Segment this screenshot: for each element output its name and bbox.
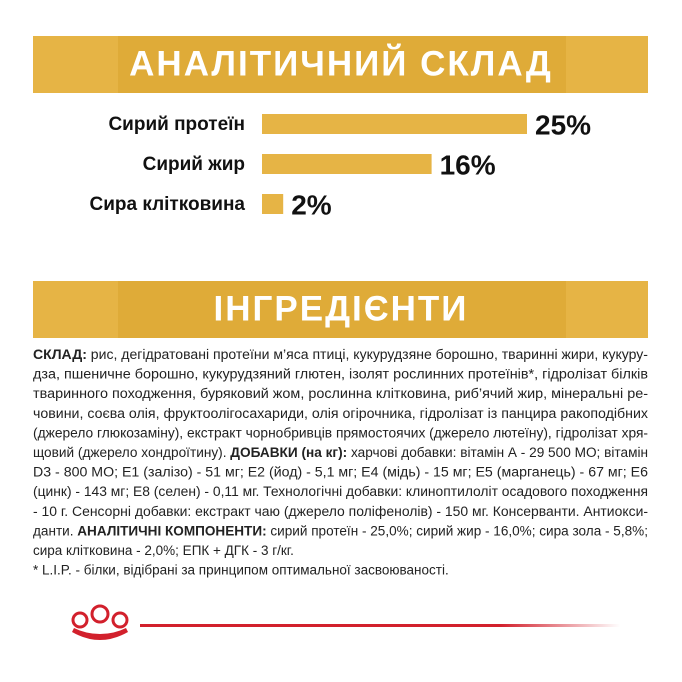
text-run: рис, дегідратовані протеїни м’яса птиці,… [87, 347, 648, 362]
text-run: харчові добавки: вітамін А - 29 500 МО; … [347, 445, 648, 460]
text-run: (цинк) - 143 мг; Е8 (селен) - 0,11 мг. Т… [33, 484, 648, 499]
text-line: човини, соєва олія, фруктоолігосахариди,… [33, 406, 648, 421]
text-line: - 10 г. Сенсорні добавки: екстракт чаю (… [33, 504, 648, 519]
ingredients-text: СКЛАД: рис, дегідратовані протеїни м’яса… [33, 347, 648, 578]
text-line: (цинк) - 143 мг; Е8 (селен) - 0,11 мг. Т… [33, 484, 648, 499]
bold-run: СКЛАД: [33, 347, 87, 362]
text-run: D3 - 800 МО; Е1 (залізо) - 51 мг; Е2 (йо… [33, 465, 648, 480]
crown-loop [111, 611, 129, 629]
text-run: * L.I.P. - білки, відібрані за принципом… [33, 563, 449, 578]
value-label: 2% [291, 189, 332, 220]
logo [71, 604, 129, 640]
value-label: 16% [440, 149, 496, 180]
text-run: сира клітковина - 2,0%; ЕПК + ДГК - 3 г/… [33, 543, 294, 558]
text-run: човини, соєва олія, фруктоолігосахариди,… [33, 406, 648, 421]
bar-label: Сирий жир [143, 154, 245, 175]
bold-run: ДОБАВКИ (на кг): [230, 445, 347, 460]
text-run: щовий (джерело хондроїтину). [33, 445, 230, 460]
crown-loop [71, 611, 89, 629]
text-line: D3 - 800 МО; Е1 (залізо) - 51 мг; Е2 (йо… [33, 465, 648, 480]
crown-base [72, 628, 128, 640]
text-line: * L.I.P. - білки, відібрані за принципом… [33, 563, 449, 578]
text-line: (джерело глюкозаміну), екстракт чорнобри… [33, 425, 648, 440]
text-run: - 10 г. Сенсорні добавки: екстракт чаю (… [33, 504, 648, 519]
banner-inner [118, 36, 566, 93]
bold-run: АНАЛІТИЧНІ КОМПОНЕНТИ: [77, 523, 266, 538]
section-title: ІНГРЕДІЄНТИ [214, 289, 469, 328]
bar-label: Сира клітковина [89, 194, 245, 215]
bar-label: Сирий протеїн [108, 114, 245, 135]
bar-chart: Сирий протеїн 25% Сирий жир 16% Сира клітков… [89, 109, 591, 220]
text-line: тваринного походження, буряковий жом, ро… [33, 386, 648, 401]
section-title: АНАЛІТИЧНИЙ СКЛАД [129, 43, 553, 83]
text-line: дза, пшеничне борошно, кукурудзяний глют… [33, 367, 648, 382]
text-run: тваринного походження, буряковий жом, ро… [33, 386, 648, 401]
bar [262, 154, 432, 174]
text-run: сирий протеїн - 25,0%; сирий жир - 16,0%… [267, 523, 648, 538]
text-line: данти. АНАЛІТИЧНІ КОМПОНЕНТИ: сирий прот… [33, 523, 648, 538]
red-line [140, 624, 620, 627]
text-line: щовий (джерело хондроїтину). ДОБАВКИ (на… [33, 445, 648, 460]
crown-loop [90, 604, 110, 624]
text-run: данти. [33, 523, 77, 538]
text-run: (джерело глюкозаміну), екстракт чорнобри… [33, 425, 648, 440]
bar [262, 114, 527, 134]
text-run: дза, пшеничне борошно, кукурудзяний глют… [33, 367, 648, 382]
bar [262, 194, 284, 214]
value-label: 25% [535, 109, 591, 140]
banner-inner [118, 281, 566, 338]
text-line: СКЛАД: рис, дегідратовані протеїни м’яса… [33, 347, 648, 362]
text-line: сира клітковина - 2,0%; ЕПК + ДГК - 3 г/… [33, 543, 294, 558]
